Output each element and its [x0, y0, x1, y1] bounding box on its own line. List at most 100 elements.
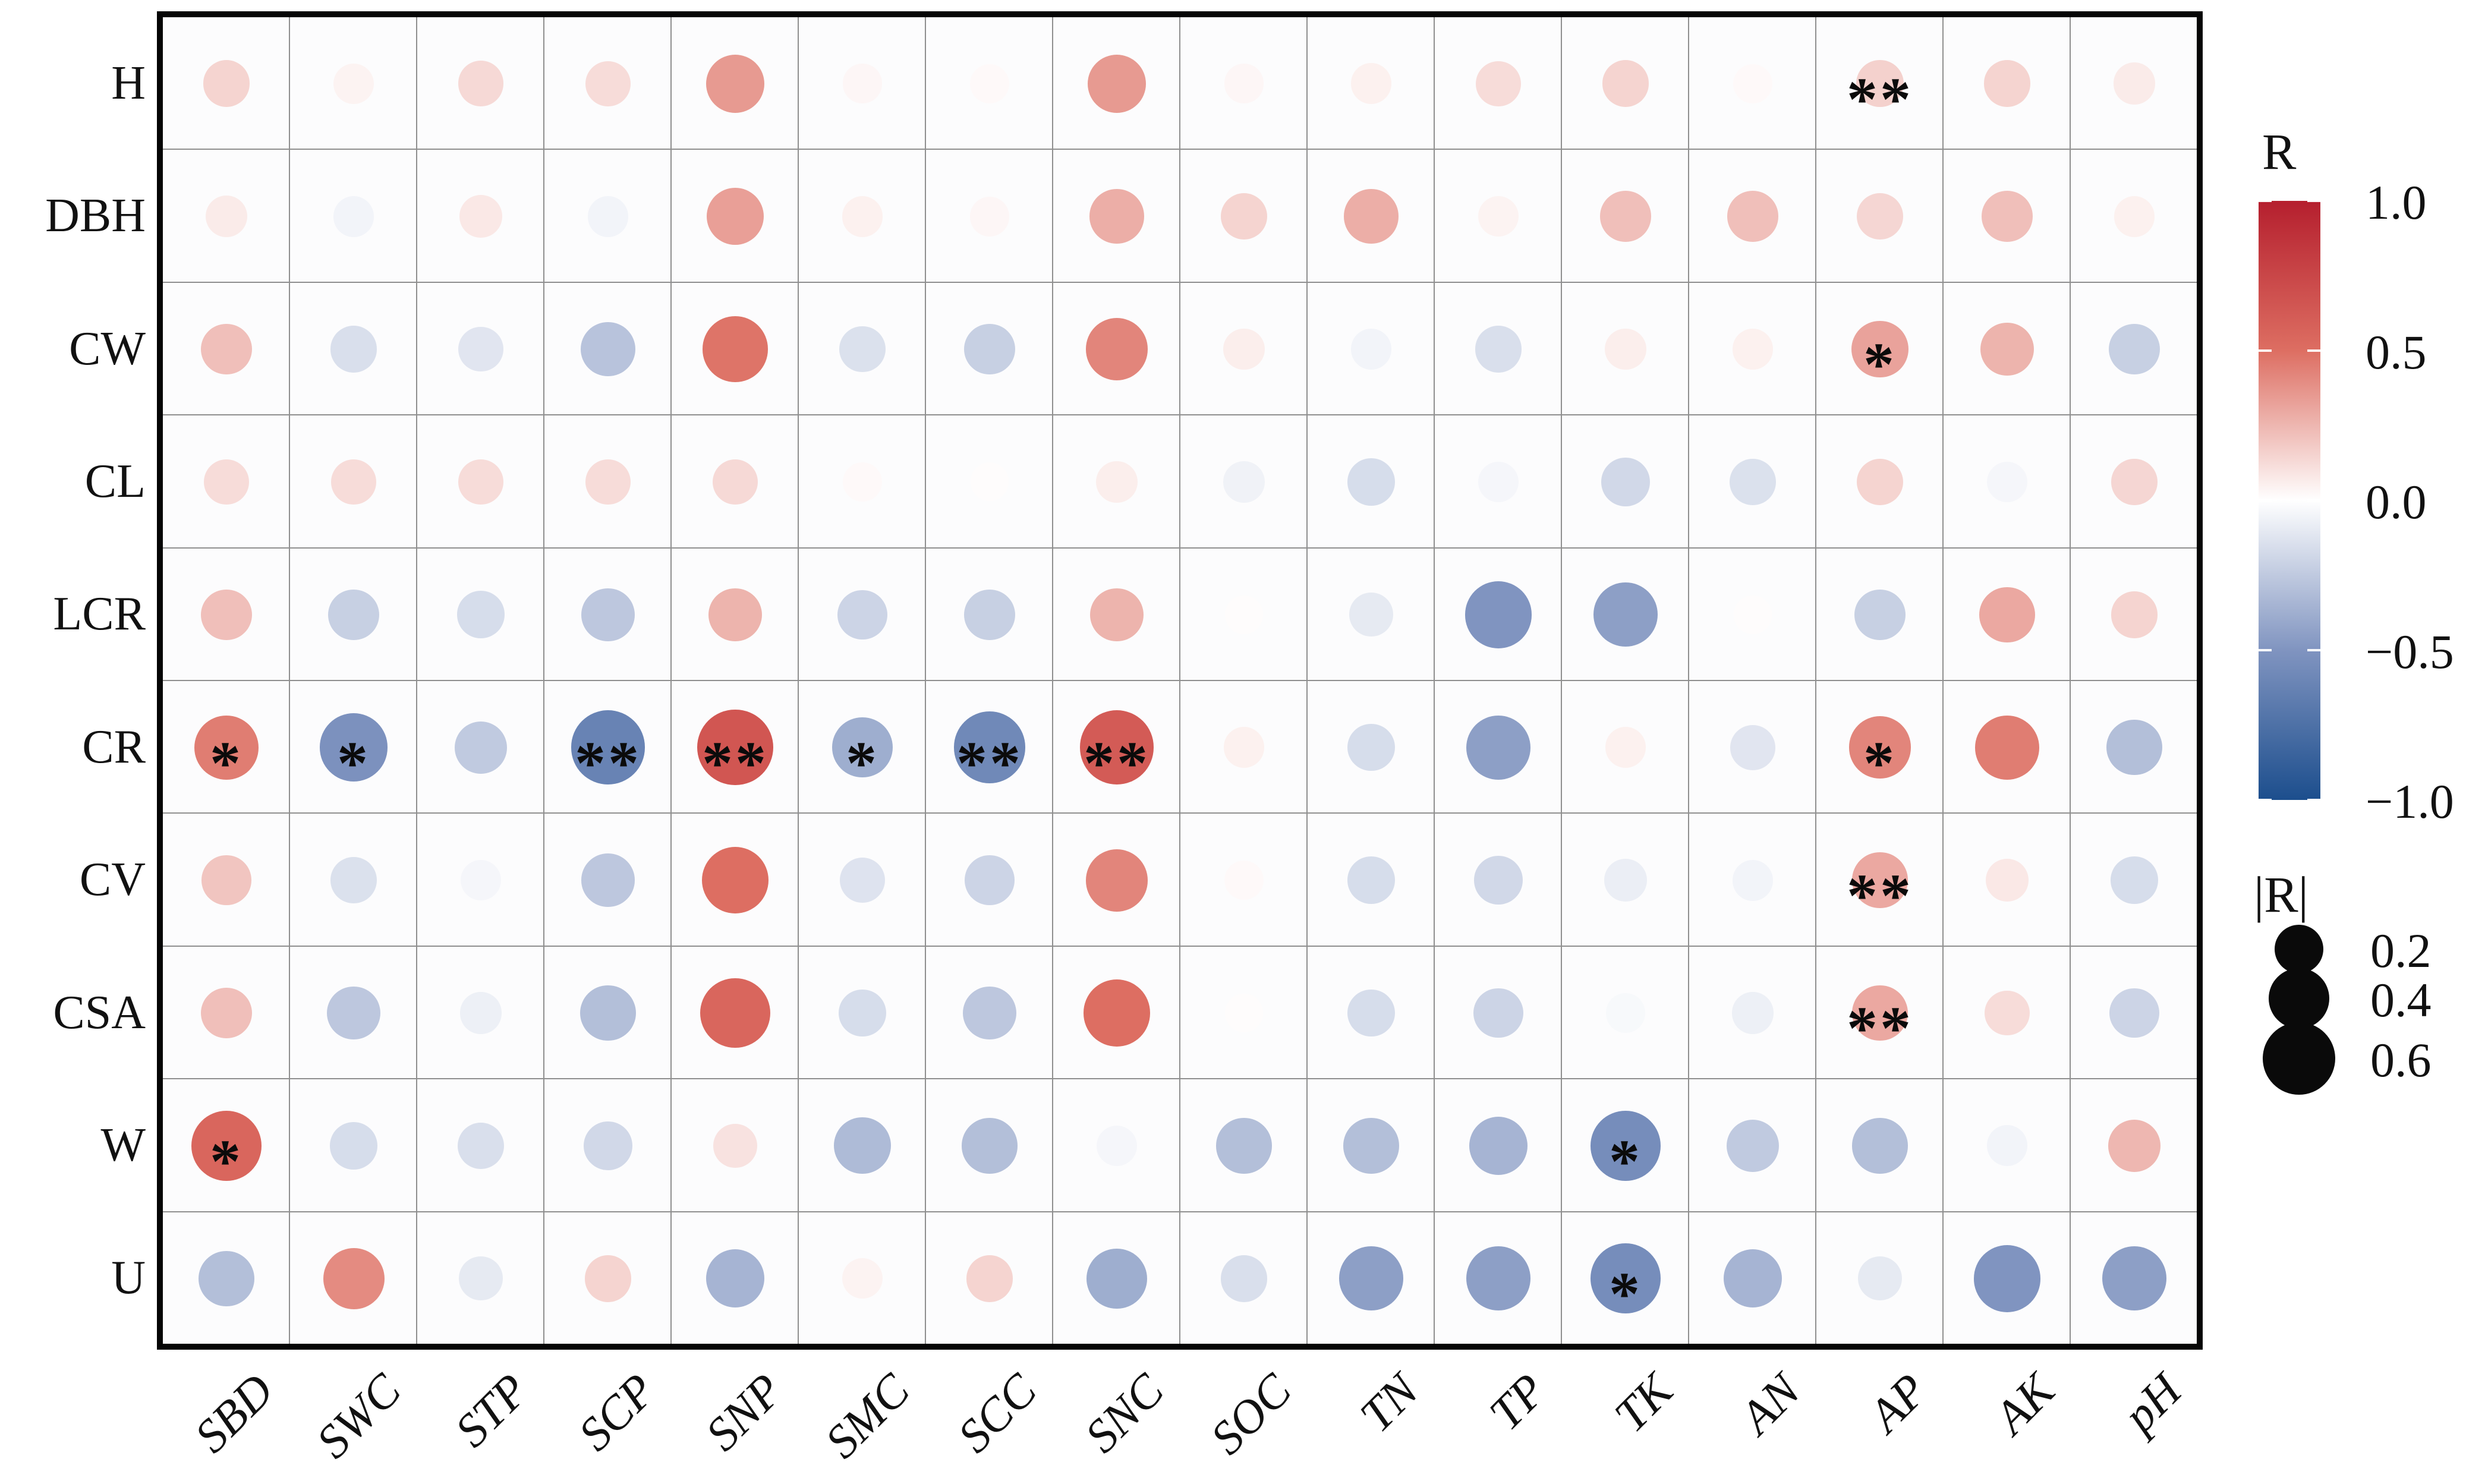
correlation-bubble — [1224, 861, 1264, 900]
matrix-cell: * — [1561, 1079, 1689, 1212]
correlation-bubble — [970, 462, 1009, 502]
matrix-cell — [1689, 1079, 1816, 1212]
correlation-bubble — [1475, 326, 1522, 373]
correlation-bubble — [1089, 189, 1144, 244]
matrix-cell — [1180, 680, 1307, 814]
matrix-cell — [1943, 813, 2070, 946]
y-axis-label-cl: CL — [84, 455, 146, 508]
matrix-cell — [1434, 149, 1561, 282]
matrix-cell — [1434, 282, 1561, 415]
correlation-bubble — [1973, 1244, 2041, 1312]
matrix-cell — [671, 1211, 798, 1344]
matrix-cell — [1561, 547, 1689, 680]
matrix-cell — [925, 149, 1053, 282]
size-legend-label: 0.6 — [2370, 1033, 2432, 1087]
correlation-bubble — [1727, 191, 1778, 242]
y-axis-label-lcr: LCR — [53, 588, 146, 641]
correlation-bubble — [2109, 323, 2160, 375]
matrix-cell — [162, 17, 289, 150]
correlation-bubble — [1350, 329, 1392, 370]
matrix-cell — [1053, 813, 1180, 946]
matrix-cell — [1434, 1211, 1561, 1344]
correlation-bubble — [201, 987, 252, 1039]
correlation-bubble — [1604, 859, 1647, 902]
correlation-bubble — [964, 589, 1015, 640]
matrix-cell — [1053, 282, 1180, 415]
correlation-bubble — [2113, 62, 2156, 105]
correlation-bubble — [2109, 988, 2159, 1038]
correlation-bubble — [587, 196, 629, 237]
matrix-cell — [925, 1211, 1053, 1344]
matrix-cell — [798, 813, 925, 946]
correlation-bubble — [1083, 979, 1151, 1047]
correlation-bubble — [1854, 589, 1906, 640]
correlation-bubble — [1478, 196, 1519, 237]
x-axis-label-ph: pH — [2114, 1364, 2192, 1442]
matrix-cell — [162, 415, 289, 548]
colorbar-tick-mark — [2307, 649, 2320, 651]
colorbar-tick-mark — [2307, 799, 2320, 801]
correlation-bubble — [2106, 720, 2162, 776]
matrix-cell — [925, 547, 1053, 680]
correlation-bubble — [706, 1249, 765, 1308]
matrix-cell — [417, 547, 544, 680]
matrix-cell — [671, 813, 798, 946]
correlation-bubble — [2102, 1246, 2166, 1311]
colorbar-tick-mark — [2307, 499, 2320, 502]
correlation-bubble — [839, 857, 886, 903]
matrix-cell — [671, 282, 798, 415]
correlation-bubble — [706, 188, 764, 245]
x-axis-label-tk: TK — [1604, 1364, 1683, 1442]
matrix-cell: * — [1561, 1211, 1689, 1344]
matrix-cell — [798, 547, 925, 680]
correlation-bubble — [581, 322, 635, 377]
correlation-bubble — [702, 316, 769, 382]
correlation-bubble — [457, 591, 505, 639]
matrix-cell — [289, 17, 417, 150]
size-legend-label: 0.4 — [2370, 973, 2432, 1027]
matrix-cell — [289, 547, 417, 680]
matrix-cell — [1689, 680, 1816, 814]
correlation-bubble — [330, 326, 377, 373]
matrix-cell — [544, 813, 671, 946]
matrix-cell — [544, 547, 671, 680]
y-axis-label-cw: CW — [69, 322, 146, 375]
correlation-bubble — [333, 63, 374, 104]
correlation-bubble — [713, 1124, 757, 1168]
correlation-bubble — [834, 1117, 891, 1174]
matrix-cell — [1943, 680, 2070, 814]
correlation-bubble — [842, 196, 883, 237]
matrix-cell — [162, 946, 289, 1079]
correlation-bubble — [1347, 989, 1395, 1037]
y-axis-label-cr: CR — [82, 720, 146, 773]
x-axis-label-tn: TN — [1350, 1364, 1429, 1442]
correlation-bubble — [1223, 461, 1265, 503]
matrix-cell — [1307, 149, 1434, 282]
matrix-cell — [925, 1079, 1053, 1212]
matrix-cell — [544, 946, 671, 1079]
matrix-cell — [1943, 547, 2070, 680]
x-axis-label-smc: SMC — [815, 1364, 920, 1469]
matrix-cell — [1943, 17, 2070, 150]
y-axis-label-u: U — [111, 1252, 146, 1305]
correlation-bubble — [458, 326, 503, 372]
correlation-bubble — [1349, 593, 1393, 637]
matrix-cell — [1689, 282, 1816, 415]
correlation-bubble — [1980, 322, 2034, 376]
colorbar-tick-label: −0.5 — [2366, 625, 2454, 679]
correlation-bubble — [1858, 1256, 1902, 1301]
colorbar-tick-mark — [2307, 349, 2320, 352]
colorbar-tick-mark — [2307, 200, 2320, 202]
matrix-cell — [417, 282, 544, 415]
matrix-cell — [162, 282, 289, 415]
matrix-cell — [1816, 1079, 1943, 1212]
correlation-bubble: * — [191, 1111, 262, 1192]
matrix-cell — [671, 946, 798, 1079]
matrix-cell — [1053, 1079, 1180, 1212]
matrix-cell — [1943, 1211, 2070, 1344]
correlation-bubble — [1733, 64, 1772, 103]
matrix-cell — [1180, 1211, 1307, 1344]
matrix-cell — [798, 149, 925, 282]
correlation-bubble — [708, 588, 762, 641]
matrix-cell — [1434, 415, 1561, 548]
